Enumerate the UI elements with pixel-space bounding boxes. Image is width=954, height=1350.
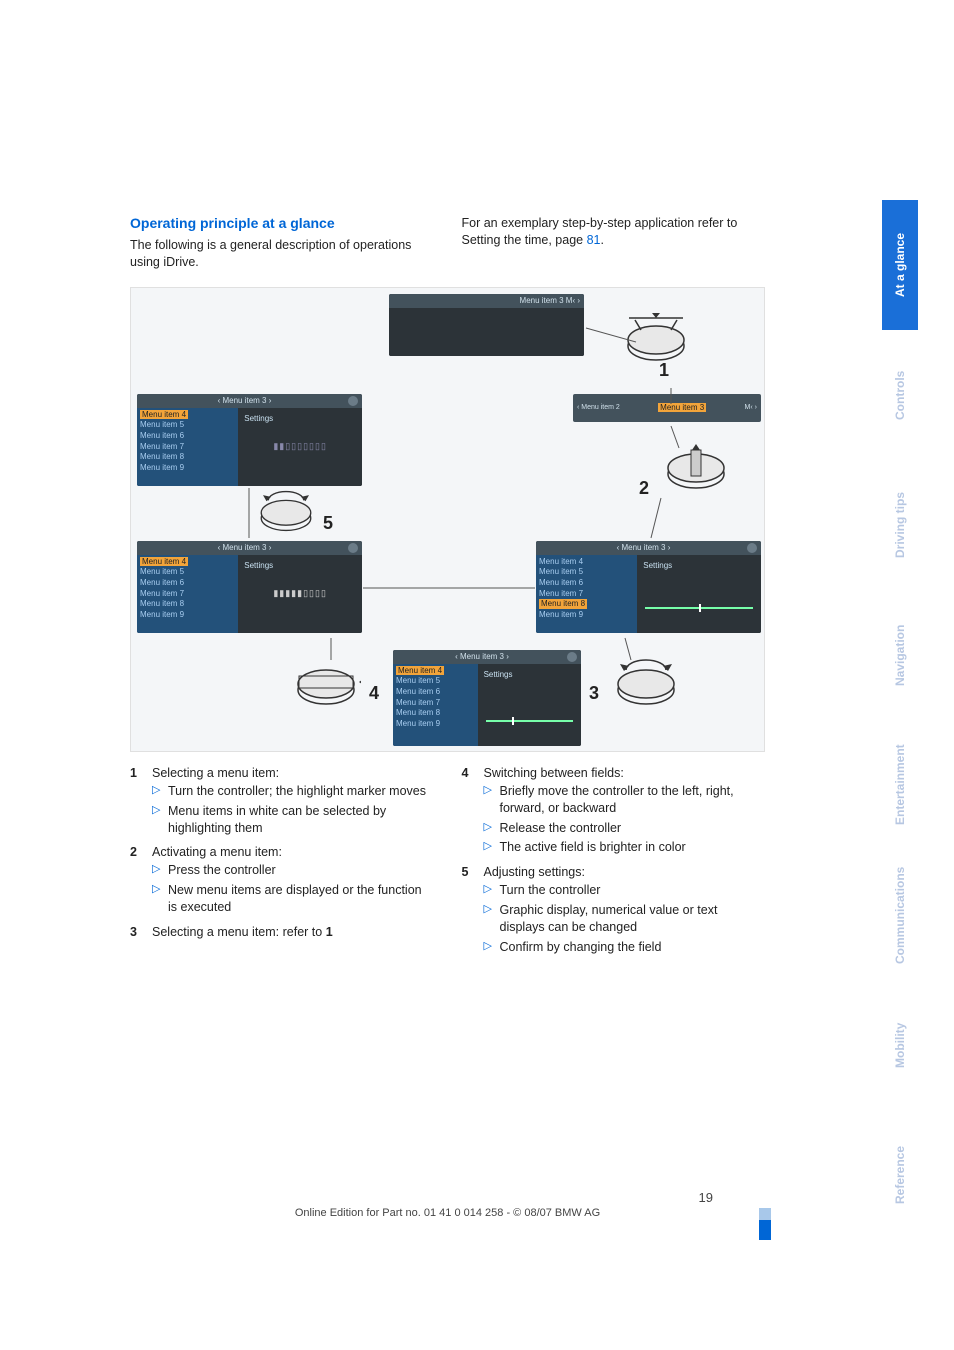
list-number: 5	[462, 865, 484, 959]
controller-dial-4	[291, 656, 361, 708]
list-sub-item: ▷Confirm by changing the field	[484, 939, 766, 956]
list-sub-text: The active field is brighter in color	[500, 839, 766, 856]
list-item-title: Selecting a menu item: refer to 1	[152, 925, 434, 939]
list-number: 1	[130, 766, 152, 840]
list-sub-item: ▷Release the controller	[484, 820, 766, 837]
list-number: 3	[130, 925, 152, 942]
list-sub-item: ▷Menu items in white can be selected by …	[152, 803, 434, 837]
tab-driving-tips[interactable]: Driving tips	[882, 460, 918, 590]
list-sub-item: ▷Graphic display, numerical value or tex…	[484, 902, 766, 936]
page-number: 19	[130, 1190, 765, 1205]
screen-top-right: ‹ Menu item 2 Menu item 3 M‹ ›	[573, 394, 761, 422]
triangle-icon: ▷	[152, 783, 168, 800]
page-footer: 19 Online Edition for Part no. 01 41 0 0…	[130, 1190, 765, 1219]
list-item-title: Activating a menu item:	[152, 845, 434, 859]
controller-dial-5	[255, 488, 317, 534]
list-item: 3Selecting a menu item: refer to 1	[130, 925, 434, 942]
diagram-label-5: 5	[323, 513, 333, 534]
triangle-icon: ▷	[152, 803, 168, 837]
diagram-label-1: 1	[659, 360, 669, 381]
list-sub-text: Turn the controller	[500, 882, 766, 899]
intro-left-text: The following is a general description o…	[130, 237, 434, 271]
tab-mobility[interactable]: Mobility	[882, 980, 918, 1110]
diagram-label-3: 3	[589, 683, 599, 704]
list-sub-text: Release the controller	[500, 820, 766, 837]
idrive-diagram: Menu item 3 M‹ › 1 ‹ Menu item 2 Menu it…	[130, 287, 765, 752]
page-link[interactable]: 81	[587, 233, 601, 247]
triangle-icon: ▷	[484, 882, 500, 899]
list-sub-item: ▷New menu items are displayed or the fun…	[152, 882, 434, 916]
controller-dial-2	[661, 440, 731, 492]
intro-right-text: For an exemplary step-by-step applicatio…	[462, 215, 766, 249]
screen-left-upper: ‹ Menu item 3 › Menu item 4 Menu item 5 …	[137, 394, 362, 486]
tab-communications[interactable]: Communications	[882, 850, 918, 980]
list-sub-text: New menu items are displayed or the func…	[168, 882, 434, 916]
screen-right-lower: ‹ Menu item 3 › Menu item 4 Menu item 5 …	[536, 541, 761, 633]
intro-columns: Operating principle at a glance The foll…	[130, 215, 765, 277]
side-tabs: At a glance Controls Driving tips Naviga…	[882, 200, 918, 1240]
list-item: 5Adjusting settings:▷Turn the controller…	[462, 865, 766, 959]
list-item-title: Selecting a menu item:	[152, 766, 434, 780]
tab-entertainment[interactable]: Entertainment	[882, 720, 918, 850]
tab-controls[interactable]: Controls	[882, 330, 918, 460]
list-sub-text: Confirm by changing the field	[500, 939, 766, 956]
tab-reference[interactable]: Reference	[882, 1110, 918, 1240]
list-sub-text: Press the controller	[168, 862, 434, 879]
triangle-icon: ▷	[152, 882, 168, 916]
triangle-icon: ▷	[484, 902, 500, 936]
screen-top: Menu item 3 M‹ ›	[389, 294, 584, 356]
list-item-title: Switching between fields:	[484, 766, 766, 780]
list-item: 2Activating a menu item: ▷Press the contr…	[130, 845, 434, 919]
diagram-label-2: 2	[639, 478, 649, 499]
list-sub-item: ▷Turn the controller	[484, 882, 766, 899]
list-sub-text: Turn the controller; the highlight marke…	[168, 783, 434, 800]
list-number: 4	[462, 766, 484, 860]
list-sub-text: Briefly move the controller to the left,…	[500, 783, 766, 817]
list-sub-item: ▷Press the controller	[152, 862, 434, 879]
list-item: 1Selecting a menu item: ▷Turn the control…	[130, 766, 434, 840]
section-title: Operating principle at a glance	[130, 215, 434, 231]
triangle-icon: ▷	[484, 839, 500, 856]
list-sub-text: Graphic display, numerical value or text…	[500, 902, 766, 936]
list-sub-text: Menu items in white can be selected by h…	[168, 803, 434, 837]
controller-dial-3	[611, 656, 681, 708]
triangle-icon: ▷	[484, 939, 500, 956]
triangle-icon: ▷	[152, 862, 168, 879]
screen-bottom-center: ‹ Menu item 3 › Menu item 4 Menu item 5 …	[393, 650, 581, 746]
tab-at-a-glance[interactable]: At a glance	[882, 200, 918, 330]
list-sub-item: ▷Turn the controller; the highlight mark…	[152, 783, 434, 800]
screen-left-lower: ‹ Menu item 3 › Menu item 4 Menu item 5 …	[137, 541, 362, 633]
tab-navigation[interactable]: Navigation	[882, 590, 918, 720]
instruction-lists: 1Selecting a menu item:▷Turn the control…	[130, 766, 765, 965]
menu-list: Menu item 4 Menu item 5 Menu item 6 Menu…	[137, 408, 238, 486]
list-sub-item: ▷Briefly move the controller to the left…	[484, 783, 766, 817]
triangle-icon: ▷	[484, 820, 500, 837]
list-sub-item: ▷The active field is brighter in color	[484, 839, 766, 856]
triangle-icon: ▷	[484, 783, 500, 817]
footer-line: Online Edition for Part no. 01 41 0 014 …	[130, 1207, 765, 1219]
list-item-title: Adjusting settings:	[484, 865, 766, 879]
list-item: 4Switching between fields:▷Briefly move …	[462, 766, 766, 860]
list-number: 2	[130, 845, 152, 919]
controller-dial-1	[621, 312, 691, 364]
diagram-label-4: 4	[369, 683, 379, 704]
